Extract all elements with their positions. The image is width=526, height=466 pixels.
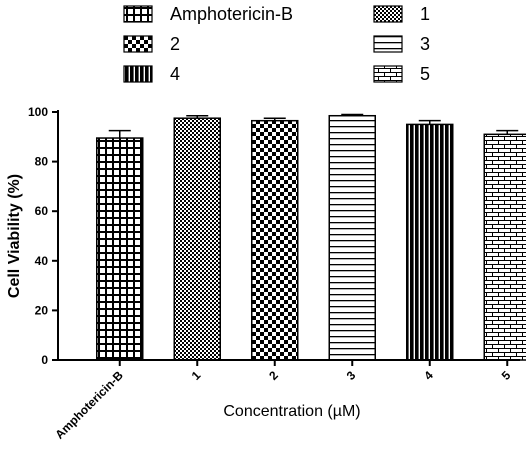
legend-swatch <box>123 35 153 53</box>
legend-swatch <box>123 5 153 23</box>
y-axis-title: Cell Viability (%) <box>6 174 23 298</box>
y-axis: 0 20 40 60 80 100 <box>28 105 59 367</box>
bar-4 <box>406 123 454 361</box>
x-tick-label: 1 <box>189 368 204 383</box>
bars <box>96 113 526 361</box>
legend-swatch <box>373 35 403 53</box>
bar-amphotericin-b <box>96 137 144 361</box>
x-axis-title: Concentration (µM) <box>223 403 360 420</box>
y-tick-label: 0 <box>41 353 48 367</box>
y-tick-label: 100 <box>28 105 48 119</box>
legend-label: 2 <box>170 34 180 54</box>
legend-swatch <box>123 65 153 83</box>
legend-swatch <box>373 5 403 23</box>
legend-label: 3 <box>420 34 430 54</box>
bar-2 <box>251 119 299 361</box>
legend-label: Amphotericin-B <box>170 4 293 24</box>
x-tick-label: Amphotericin-B <box>52 368 126 442</box>
x-axis: Amphotericin-B 1 2 3 4 5 <box>52 359 520 442</box>
x-tick-label: 3 <box>344 368 359 383</box>
y-tick-label: 20 <box>35 303 49 317</box>
x-tick-label: 4 <box>421 368 436 383</box>
x-tick-label: 2 <box>266 368 281 383</box>
bar-5 <box>483 133 526 361</box>
legend-swatch <box>373 65 403 83</box>
legend-label: 5 <box>420 64 430 84</box>
y-tick-label: 40 <box>35 254 49 268</box>
legend: Amphotericin-B 1 2 3 4 5 <box>123 4 430 84</box>
y-tick-label: 80 <box>35 155 49 169</box>
legend-label: 1 <box>420 4 430 24</box>
legend-label: 4 <box>170 64 180 84</box>
y-tick-label: 60 <box>35 204 49 218</box>
bar-1 <box>173 117 221 361</box>
bar-3 <box>328 114 376 361</box>
x-tick-label: 5 <box>499 368 514 383</box>
